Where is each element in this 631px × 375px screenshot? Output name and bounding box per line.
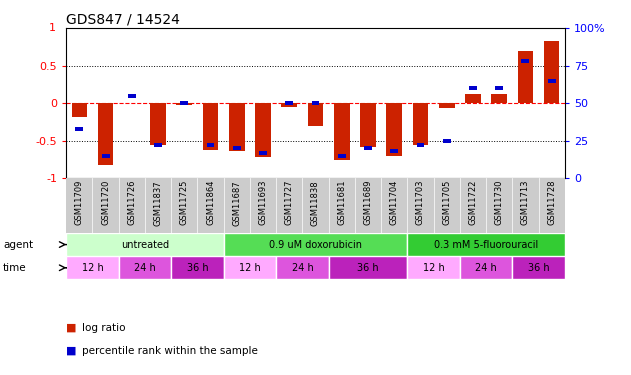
- Bar: [544, 41, 560, 103]
- Text: ■: ■: [66, 323, 77, 333]
- Bar: [517, 51, 533, 103]
- Text: percentile rank within the sample: percentile rank within the sample: [82, 346, 258, 355]
- Bar: [128, 94, 136, 98]
- Bar: [512, 256, 565, 279]
- Bar: [285, 101, 293, 105]
- Text: 12 h: 12 h: [239, 263, 261, 273]
- Text: untreated: untreated: [121, 240, 169, 249]
- Bar: [521, 59, 529, 63]
- Text: GSM11681: GSM11681: [337, 180, 346, 225]
- Bar: [329, 256, 408, 279]
- Bar: [334, 103, 350, 159]
- Text: 36 h: 36 h: [528, 263, 550, 273]
- Bar: [150, 103, 166, 144]
- Text: 12 h: 12 h: [423, 263, 444, 273]
- Bar: [443, 139, 451, 142]
- Text: 24 h: 24 h: [134, 263, 156, 273]
- Text: GSM11689: GSM11689: [363, 180, 372, 225]
- Bar: [439, 103, 454, 108]
- Text: 24 h: 24 h: [475, 263, 497, 273]
- Bar: [308, 103, 323, 126]
- Bar: [338, 154, 346, 158]
- Text: 36 h: 36 h: [357, 263, 379, 273]
- Text: GSM11864: GSM11864: [206, 180, 215, 225]
- Bar: [408, 256, 460, 279]
- Text: GDS847 / 14524: GDS847 / 14524: [66, 13, 180, 27]
- Bar: [390, 149, 398, 153]
- Bar: [203, 103, 218, 150]
- Bar: [119, 256, 171, 279]
- Bar: [66, 256, 119, 279]
- Bar: [495, 86, 503, 90]
- Bar: [364, 146, 372, 150]
- Bar: [71, 103, 87, 117]
- Bar: [229, 103, 245, 150]
- Text: 0.9 uM doxorubicin: 0.9 uM doxorubicin: [269, 240, 362, 249]
- Text: 12 h: 12 h: [81, 263, 103, 273]
- Text: GSM11704: GSM11704: [390, 180, 399, 225]
- Bar: [171, 256, 223, 279]
- Bar: [76, 127, 83, 130]
- Bar: [206, 143, 215, 147]
- Bar: [276, 256, 329, 279]
- Bar: [177, 103, 192, 105]
- Text: GSM11727: GSM11727: [285, 180, 294, 225]
- Bar: [548, 79, 555, 82]
- Text: GSM11703: GSM11703: [416, 180, 425, 225]
- Text: GSM11728: GSM11728: [547, 180, 556, 225]
- Text: GSM11725: GSM11725: [180, 180, 189, 225]
- Bar: [66, 233, 223, 256]
- Text: time: time: [3, 263, 27, 273]
- Text: GSM11709: GSM11709: [75, 180, 84, 225]
- Bar: [469, 86, 477, 90]
- Text: GSM11713: GSM11713: [521, 180, 530, 225]
- Bar: [312, 101, 319, 105]
- Bar: [360, 103, 376, 147]
- Text: GSM11726: GSM11726: [127, 180, 136, 225]
- Text: 1: 1: [49, 23, 56, 33]
- Text: GSM11722: GSM11722: [468, 180, 478, 225]
- Text: 24 h: 24 h: [292, 263, 313, 273]
- Bar: [223, 256, 276, 279]
- Bar: [180, 101, 188, 105]
- Text: GSM11693: GSM11693: [259, 180, 268, 225]
- Bar: [281, 103, 297, 107]
- Bar: [465, 94, 481, 103]
- Bar: [98, 103, 114, 165]
- Text: 36 h: 36 h: [187, 263, 208, 273]
- Bar: [154, 143, 162, 147]
- Text: GSM11705: GSM11705: [442, 180, 451, 225]
- Text: agent: agent: [3, 240, 33, 249]
- Bar: [255, 103, 271, 157]
- Bar: [259, 151, 267, 154]
- Bar: [492, 94, 507, 103]
- Bar: [416, 143, 425, 147]
- Bar: [102, 154, 110, 158]
- Bar: [223, 233, 408, 256]
- Bar: [408, 233, 565, 256]
- Text: GSM11687: GSM11687: [232, 180, 241, 226]
- Bar: [460, 256, 512, 279]
- Text: 0.3 mM 5-fluorouracil: 0.3 mM 5-fluorouracil: [434, 240, 538, 249]
- Text: log ratio: log ratio: [82, 323, 126, 333]
- Bar: [233, 146, 240, 150]
- Bar: [386, 103, 402, 156]
- Text: ■: ■: [66, 346, 77, 355]
- Text: GSM11730: GSM11730: [495, 180, 504, 225]
- Text: GSM11720: GSM11720: [101, 180, 110, 225]
- Text: GSM11838: GSM11838: [311, 180, 320, 226]
- Bar: [413, 103, 428, 144]
- Text: GSM11837: GSM11837: [153, 180, 163, 226]
